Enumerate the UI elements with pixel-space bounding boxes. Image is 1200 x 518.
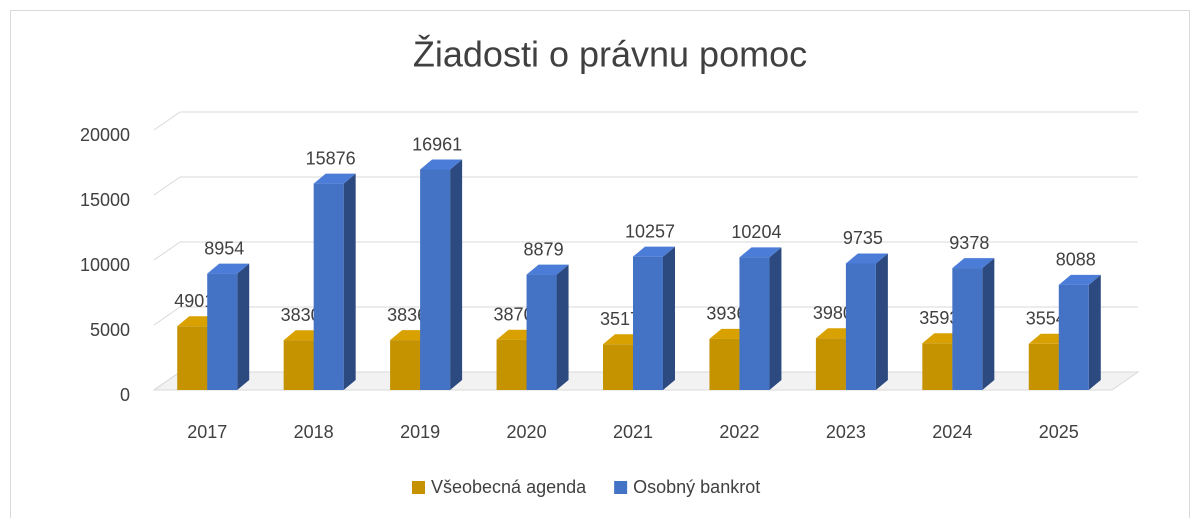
value-label: 3836: [387, 305, 427, 325]
bar: [420, 169, 451, 390]
y-tick-label: 10000: [80, 255, 130, 275]
bar-side: [556, 264, 569, 390]
bar: [283, 340, 314, 390]
value-label: 3517: [600, 309, 640, 329]
bar-side: [450, 159, 463, 390]
x-tick-label: 2018: [294, 422, 334, 442]
value-label: 3830: [281, 305, 321, 325]
bar-side: [237, 263, 250, 390]
x-tick-label: 2019: [400, 422, 440, 442]
x-tick-label: 2020: [507, 422, 547, 442]
chart-frame: [10, 10, 1190, 518]
bar: [390, 340, 421, 390]
y-tick-label: 20000: [80, 125, 130, 145]
x-tick-label: 2025: [1039, 422, 1079, 442]
value-label: 3936: [706, 304, 746, 324]
bar-side: [343, 173, 356, 390]
bar: [1028, 343, 1059, 390]
value-label: 9378: [949, 233, 989, 253]
bar: [815, 338, 846, 390]
value-label: 10204: [731, 222, 781, 242]
bar: [177, 326, 208, 390]
bar-side: [1088, 274, 1101, 390]
bar-side: [663, 246, 675, 390]
bar: [603, 344, 633, 390]
grid-line-side: [153, 176, 181, 196]
bar-top: [633, 246, 675, 257]
x-tick-label: 2024: [932, 422, 972, 442]
value-label: 16961: [412, 134, 462, 154]
bar: [526, 274, 557, 390]
value-label: 3870: [494, 304, 534, 324]
x-tick-label: 2023: [826, 422, 866, 442]
value-label: 3593: [919, 308, 959, 328]
bar: [709, 338, 740, 390]
value-label: 8879: [524, 239, 564, 259]
bar: [845, 263, 876, 390]
grid-line-side: [153, 306, 181, 326]
value-label: 8088: [1056, 250, 1096, 270]
bar: [313, 183, 344, 390]
bar-side: [982, 258, 995, 390]
bar-top: [1058, 274, 1101, 285]
bar: [1058, 284, 1089, 390]
legend-label: Osobný bankrot: [633, 477, 760, 497]
x-tick-label: 2022: [719, 422, 759, 442]
y-tick-label: 5000: [90, 320, 130, 340]
value-label: 3554: [1026, 309, 1066, 329]
bar-top: [952, 258, 995, 269]
bar: [952, 268, 983, 390]
bar-top: [207, 263, 250, 274]
y-tick-label: 0: [120, 385, 130, 405]
bar-top: [313, 173, 356, 184]
bar-top: [526, 264, 569, 275]
x-tick-label: 2017: [187, 422, 227, 442]
bar: [207, 273, 238, 390]
value-label: 4901: [174, 291, 214, 311]
grid-line-side: [153, 241, 181, 261]
grid-line-side: [153, 371, 181, 391]
bar: [496, 339, 527, 390]
bar: [633, 256, 663, 390]
bar: [739, 257, 770, 390]
chart-title: Žiadosti o právnu pomoc: [413, 34, 807, 75]
legend-swatch: [614, 481, 628, 494]
value-label: 9735: [843, 228, 883, 248]
bar-top: [845, 253, 888, 264]
value-label: 8954: [204, 238, 244, 258]
bar: [922, 343, 953, 390]
bar-top: [420, 159, 463, 170]
grid-line-side: [153, 111, 181, 131]
legend-label: Všeobecná agenda: [431, 477, 587, 497]
value-label: 15876: [306, 148, 356, 168]
bar-side: [769, 247, 782, 390]
bar-side: [875, 253, 888, 390]
bar-top: [739, 247, 782, 258]
x-tick-label: 2021: [613, 422, 653, 442]
y-tick-label: 15000: [80, 190, 130, 210]
value-label: 3980: [813, 303, 853, 323]
legend-swatch: [412, 481, 425, 494]
value-label: 10257: [625, 221, 675, 241]
